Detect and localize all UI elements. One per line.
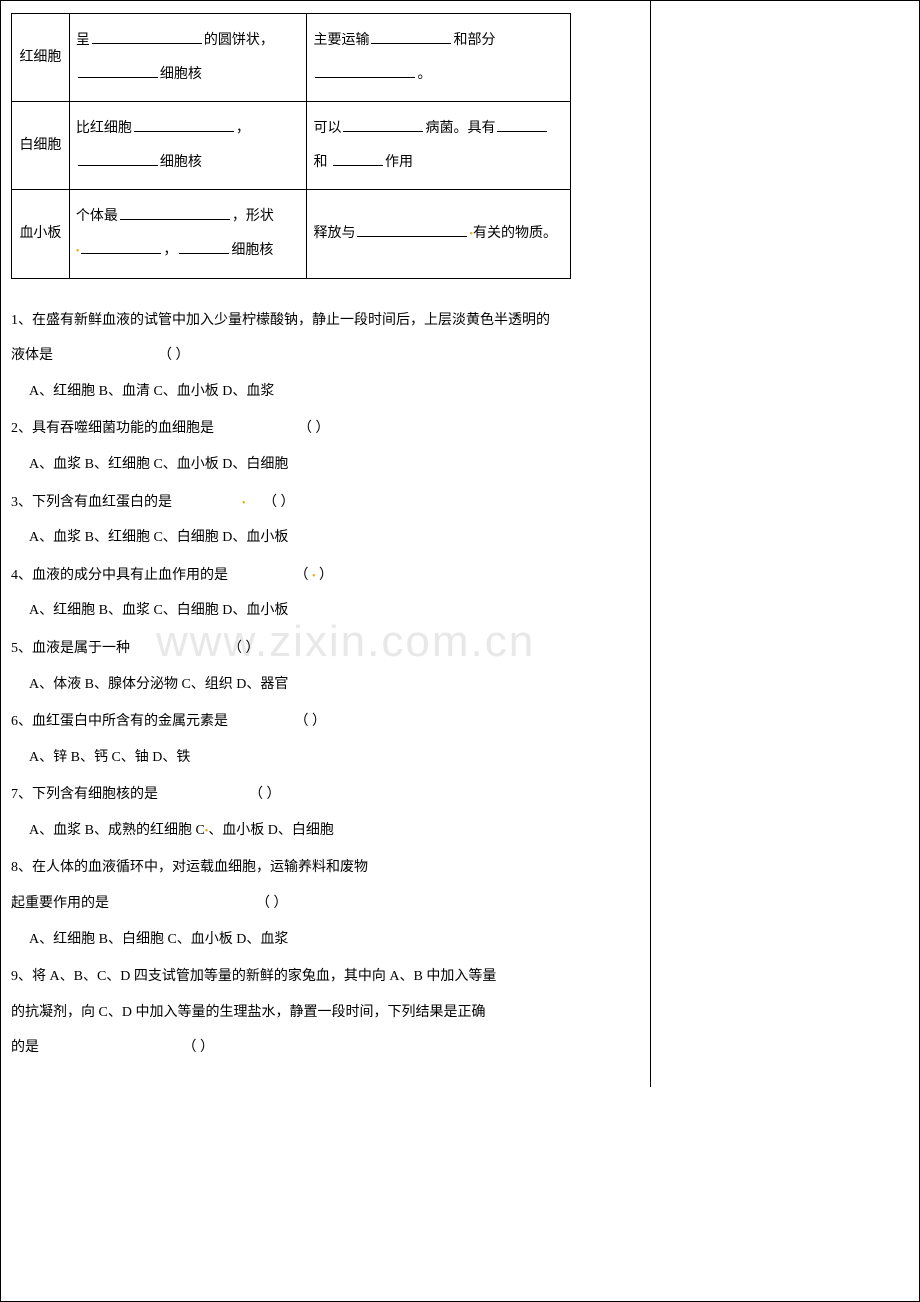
cell-function: 释放与•有关的物质。 bbox=[307, 190, 571, 278]
question-7: 7、下列含有细胞核的是 （ ） bbox=[11, 778, 640, 812]
cell-morphology: 个体最，形状 •，细胞核 bbox=[69, 190, 307, 278]
cell-function: 主要运输和部分 。 bbox=[307, 14, 571, 102]
table-row: 红细胞 呈的圆饼状， 细胞核 主要运输和部分 。 bbox=[12, 14, 571, 102]
dot-marker: • bbox=[76, 246, 80, 257]
table-row: 血小板 个体最，形状 •，细胞核 释放与•有关的物质。 bbox=[12, 190, 571, 278]
answer-paren: （ ） bbox=[295, 714, 327, 729]
table-row: 白细胞 比红细胞， 细胞核 可以病菌。具有 和 作用 bbox=[12, 102, 571, 190]
question-options: A、血浆 B、成熟的红细胞 C•、血小板 D、白细胞 bbox=[11, 814, 640, 848]
answer-paren: （ ） bbox=[183, 1040, 215, 1055]
row-label: 血小板 bbox=[12, 190, 70, 278]
question-9: 9、将 A、B、C、D 四支试管加等量的新鲜的家兔血，其中向 A、B 中加入等量 bbox=[11, 960, 640, 994]
question-options: A、红细胞 B、血清 C、血小板 D、血浆 bbox=[11, 375, 640, 409]
question-2: 2、具有吞噬细菌功能的血细胞是 （ ） bbox=[11, 412, 640, 446]
cell-morphology: 比红细胞， 细胞核 bbox=[69, 102, 307, 190]
question-options: A、锌 B、钙 C、铀 D、铁 bbox=[11, 741, 640, 775]
question-options: A、体液 B、腺体分泌物 C、组织 D、器官 bbox=[11, 668, 640, 702]
question-8: 8、在人体的血液循环中，对运载血细胞，运输养料和废物 bbox=[11, 851, 640, 885]
question-5: 5、血液是属于一种 （ ） bbox=[11, 632, 640, 666]
cell-function: 可以病菌。具有 和 作用 bbox=[307, 102, 571, 190]
question-options: A、血浆 B、红细胞 C、白细胞 D、血小板 bbox=[11, 521, 640, 555]
answer-paren: （ • ） bbox=[295, 568, 334, 583]
answer-paren: （ ） bbox=[256, 896, 288, 911]
answer-paren: （ ） bbox=[228, 641, 260, 656]
dot-marker: • bbox=[312, 571, 316, 582]
dot-marker: • bbox=[205, 826, 209, 837]
answer-paren: （ ） bbox=[158, 348, 190, 363]
question-options: A、红细胞 B、血浆 C、白细胞 D、血小板 bbox=[11, 594, 640, 628]
main-content-cell: 红细胞 呈的圆饼状， 细胞核 主要运输和部分 。 白细胞 比红 bbox=[1, 1, 651, 1087]
row-label: 白细胞 bbox=[12, 102, 70, 190]
question-options: A、血浆 B、红细胞 C、血小板 D、白细胞 bbox=[11, 448, 640, 482]
answer-paren: （ ） bbox=[298, 421, 330, 436]
question-3: 3、下列含有血红蛋白的是 • （ ） bbox=[11, 486, 640, 520]
blood-cells-table: 红细胞 呈的圆饼状， 细胞核 主要运输和部分 。 白细胞 比红 bbox=[11, 13, 571, 279]
question-6: 6、血红蛋白中所含有的金属元素是 （ ） bbox=[11, 705, 640, 739]
question-options: A、红细胞 B、白细胞 C、血小板 D、血浆 bbox=[11, 923, 640, 957]
row-label: 红细胞 bbox=[12, 14, 70, 102]
answer-paren: （ ） bbox=[249, 787, 281, 802]
right-margin-column bbox=[651, 1, 919, 1087]
question-1: 1、在盛有新鲜血液的试管中加入少量柠檬酸钠，静止一段时间后，上层淡黄色半透明的 bbox=[11, 304, 640, 338]
answer-paren: （ ） bbox=[263, 495, 295, 510]
question-4: 4、血液的成分中具有止血作用的是 （ • ） bbox=[11, 559, 640, 593]
cell-morphology: 呈的圆饼状， 细胞核 bbox=[69, 14, 307, 102]
